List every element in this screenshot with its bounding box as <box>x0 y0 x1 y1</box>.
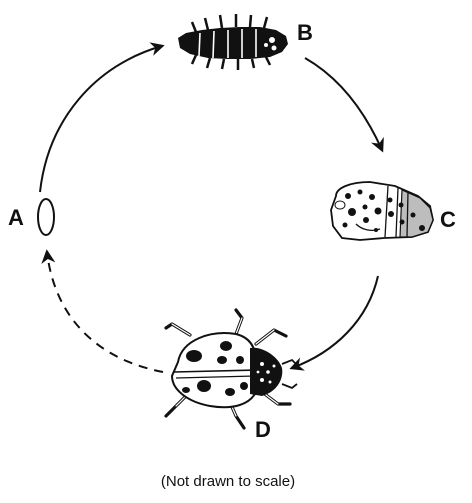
egg-icon <box>37 198 55 236</box>
scale-caption: (Not drawn to scale) <box>161 473 295 490</box>
stage-label-a: A <box>8 205 24 230</box>
arrow-egg-to-larva <box>39 42 165 193</box>
stage-label-c: C <box>440 207 456 232</box>
ladybug-icon <box>164 308 299 430</box>
pupa-icon <box>330 181 434 241</box>
stage-label-b: B <box>297 20 313 45</box>
stage-label-d: D <box>255 417 271 442</box>
arrow-adult-to-egg-dashed <box>41 249 164 373</box>
larva-icon <box>178 14 288 70</box>
arrow-pupa-to-adult <box>289 275 379 371</box>
arrow-larva-to-pupa <box>304 57 384 153</box>
